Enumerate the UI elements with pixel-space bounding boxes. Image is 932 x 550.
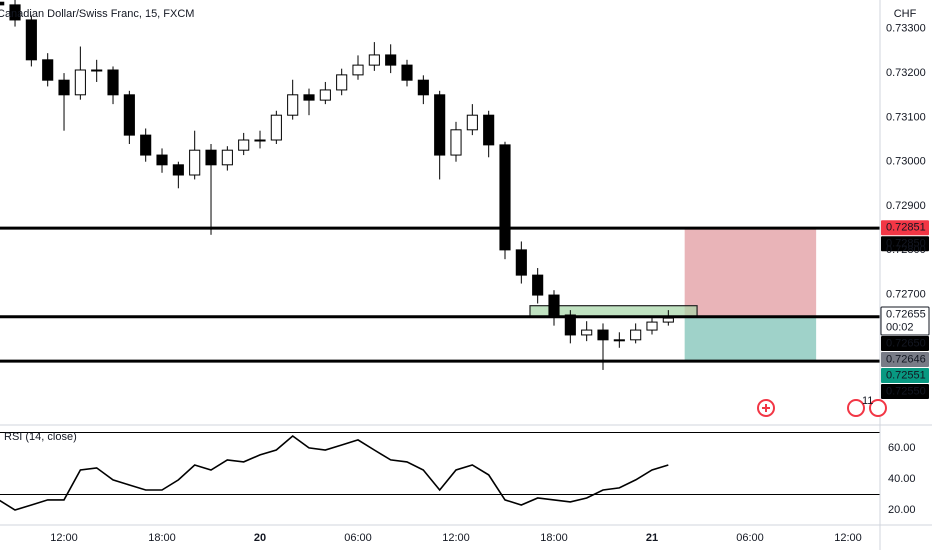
rsi-line xyxy=(0,434,669,511)
candle-body xyxy=(483,114,495,146)
x-tick-label: 18:00 xyxy=(148,532,176,544)
price-label-box xyxy=(881,220,929,236)
candle-body xyxy=(450,129,462,156)
candle-body xyxy=(352,64,364,76)
price-label: 0.72550 xyxy=(886,385,926,397)
chart-title: Canadian Dollar/Swiss Franc, 15, FXCM xyxy=(0,8,194,20)
candle-body xyxy=(662,317,674,323)
currency: CHF xyxy=(894,8,917,20)
candle-body xyxy=(221,149,233,166)
candle-body xyxy=(123,94,135,136)
candle-body xyxy=(156,154,168,166)
price-label-box xyxy=(881,384,929,400)
x-tick-label: 12:00 xyxy=(834,532,862,544)
candle-body xyxy=(613,339,625,342)
candle-body xyxy=(532,274,544,296)
price-label: 0.72850 xyxy=(886,238,926,250)
price-label-box xyxy=(881,236,929,252)
candle-body xyxy=(25,19,37,61)
x-tick-label: 18:00 xyxy=(540,532,568,544)
candle-body xyxy=(336,74,348,91)
price-label-box xyxy=(881,336,929,352)
x-tick-label: 06:00 xyxy=(736,532,764,544)
price-countdown: 00:02 xyxy=(886,321,914,333)
plot-area xyxy=(0,0,880,511)
candle-body xyxy=(499,144,511,251)
price-label: 0.72551 xyxy=(886,369,926,381)
y-tick-label: 0.72900 xyxy=(886,200,926,212)
candle-body xyxy=(74,69,86,96)
candle-body xyxy=(417,79,429,96)
candle-body xyxy=(42,59,54,81)
event-icon-cross xyxy=(762,404,770,412)
candle-body xyxy=(564,314,576,336)
price-label-box xyxy=(881,352,929,368)
stop-area xyxy=(684,227,817,317)
y-tick-label: 0.73200 xyxy=(886,67,926,79)
candle-body xyxy=(91,69,103,72)
candle-body xyxy=(581,329,593,336)
price-label: 0.72851 xyxy=(886,222,926,234)
rsi-title: RSI (14, close) xyxy=(4,431,77,443)
candle-body xyxy=(254,139,266,142)
event-icon xyxy=(869,399,887,417)
price-label-box xyxy=(881,368,929,384)
event-icon xyxy=(847,399,865,417)
candle-body xyxy=(515,249,527,276)
candle-body xyxy=(303,94,315,101)
y-tick-label: 0.72700 xyxy=(886,289,926,301)
candle-body xyxy=(58,79,70,96)
candle-body xyxy=(319,89,331,101)
event-icons: 11 xyxy=(757,395,887,417)
candle-body xyxy=(189,149,201,176)
y-tick-label: 40.00 xyxy=(888,473,916,485)
x-tick-label: 21 xyxy=(646,532,658,544)
candle-body xyxy=(140,134,152,156)
candle-body xyxy=(630,329,642,341)
price-label: 0.72646 xyxy=(886,353,926,365)
y-tick-label: 20.00 xyxy=(888,504,916,516)
candle-body xyxy=(368,54,380,66)
candle-body xyxy=(9,4,21,21)
candle-body xyxy=(238,139,250,151)
y-tick-label: 0.73100 xyxy=(886,111,926,123)
candle-body xyxy=(107,69,119,96)
candle-body xyxy=(270,114,282,141)
candle-body xyxy=(205,149,217,166)
candle-body xyxy=(401,64,413,81)
candle-body xyxy=(646,321,658,331)
x-tick-label: 06:00 xyxy=(344,532,372,544)
candle-body xyxy=(597,329,609,341)
event-badge: 11 xyxy=(862,395,873,407)
candle-body xyxy=(434,94,446,156)
target-area xyxy=(684,316,817,361)
x-tick-label: 12:00 xyxy=(50,532,78,544)
price-label: 0.72655 xyxy=(886,308,926,320)
candle-body xyxy=(385,54,397,66)
x-tick-label: 12:00 xyxy=(442,532,470,544)
price-label: 0.72650 xyxy=(886,337,926,349)
candle-body xyxy=(466,114,478,131)
x-tick-label: 20 xyxy=(254,532,266,544)
candle-body xyxy=(172,164,184,176)
candle-body xyxy=(287,94,299,116)
y-tick-label: 0.72800 xyxy=(886,244,926,256)
price-label-box xyxy=(880,306,930,336)
y-tick-label: 60.00 xyxy=(888,442,916,454)
candle-body xyxy=(548,294,560,316)
candle-body xyxy=(0,1,5,6)
y-tick-label: 0.73000 xyxy=(886,156,926,168)
y-tick-label: 0.73300 xyxy=(886,23,926,35)
